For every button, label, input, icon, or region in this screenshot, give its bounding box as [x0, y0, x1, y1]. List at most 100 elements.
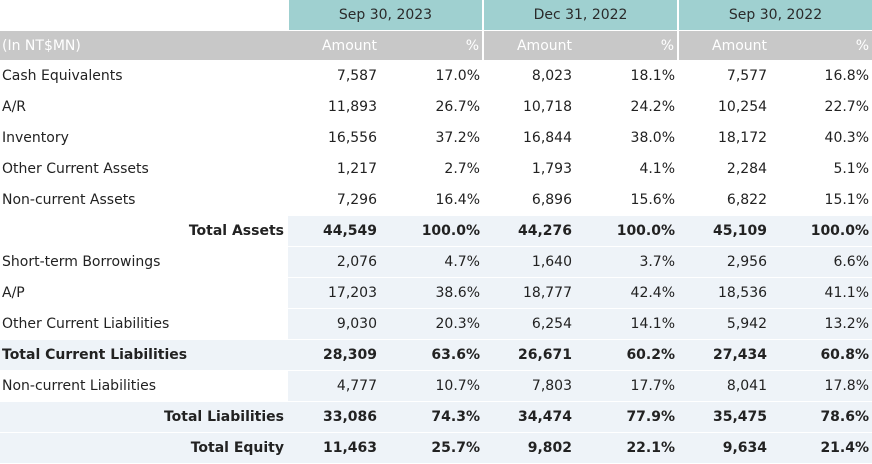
row-label: Inventory [0, 122, 288, 154]
amount-cell: 1,640 [483, 246, 575, 278]
table-row: Other Current Assets 1,217 2.7% 1,793 4.1% 2,… [0, 153, 872, 185]
percent-cell: 3.7% [575, 246, 679, 278]
percent-cell: 100.0% [575, 215, 679, 247]
table-row: A/R 11,893 26.7% 10,718 24.2% 10,254 22.7% [0, 91, 872, 123]
amount-cell: 6,254 [483, 308, 575, 340]
table-row: A/P 17,203 38.6% 18,777 42.4% 18,536 41.1% [0, 277, 872, 309]
row-label: Non-current Liabilities [0, 370, 288, 402]
percent-cell: 21.4% [770, 432, 872, 464]
percent-cell: 60.8% [770, 339, 872, 371]
percent-cell: 16.4% [380, 184, 483, 216]
percent-cell: 40.3% [770, 122, 872, 154]
percent-cell: 15.6% [575, 184, 679, 216]
row-label: Total Equity [0, 432, 288, 464]
percent-cell: 4.7% [380, 246, 483, 278]
percent-cell: 74.3% [380, 401, 483, 433]
percent-cell: 10.7% [380, 370, 483, 402]
pct-header: % [770, 30, 872, 61]
header-blank-cell [0, 0, 288, 31]
percent-cell: 22.1% [575, 432, 679, 464]
table-row: Inventory 16,556 37.2% 16,844 38.0% 18,172 40.… [0, 122, 872, 154]
amount-cell: 7,296 [288, 184, 380, 216]
amount-cell: 7,587 [288, 60, 380, 92]
percent-cell: 17.0% [380, 60, 483, 92]
table-row: Other Current Liabilities 9,030 20.3% 6,254… [0, 308, 872, 340]
percent-cell: 42.4% [575, 277, 679, 309]
percent-cell: 4.1% [575, 153, 679, 185]
row-label: Other Current Liabilities [0, 308, 288, 340]
row-label: Other Current Assets [0, 153, 288, 185]
percent-cell: 37.2% [380, 122, 483, 154]
amount-cell: 27,434 [678, 339, 771, 371]
table-row: Non-current Assets 7,296 16.4% 6,896 15.6% 6,… [0, 184, 872, 216]
period-header: Dec 31, 2022 [481, 0, 679, 31]
table-row: Non-current Liabilities 4,777 10.7% 7,803 17… [0, 370, 872, 402]
amount-cell: 11,463 [288, 432, 380, 464]
amount-cell: 18,172 [678, 122, 771, 154]
amount-cell: 2,284 [678, 153, 771, 185]
percent-cell: 2.7% [380, 153, 483, 185]
period-header-row: Sep 30, 2023 Dec 31, 2022 Sep 30, 2022 [0, 0, 872, 31]
table-row: Total Current Liabilities 28,309 63.6% 26,6… [0, 339, 872, 371]
amount-cell: 9,030 [288, 308, 380, 340]
amount-cell: 2,076 [288, 246, 380, 278]
percent-cell: 24.2% [575, 91, 679, 123]
percent-cell: 60.2% [575, 339, 679, 371]
amount-cell: 16,844 [483, 122, 575, 154]
amount-cell: 4,777 [288, 370, 380, 402]
percent-cell: 26.7% [380, 91, 483, 123]
row-label: Total Current Liabilities [0, 339, 288, 371]
percent-cell: 15.1% [770, 184, 872, 216]
row-label: A/P [0, 277, 288, 309]
amount-cell: 6,896 [483, 184, 575, 216]
amount-cell: 8,023 [483, 60, 575, 92]
table-row: Short-term Borrowings 2,076 4.7% 1,640 3.7% 2… [0, 246, 872, 278]
percent-cell: 22.7% [770, 91, 872, 123]
percent-cell: 77.9% [575, 401, 679, 433]
row-label: A/R [0, 91, 288, 123]
percent-cell: 20.3% [380, 308, 483, 340]
amount-cell: 34,474 [483, 401, 575, 433]
amount-cell: 9,634 [678, 432, 771, 464]
amount-cell: 10,718 [483, 91, 575, 123]
table-row: Total Liabilities 33,086 74.3% 34,474 77.9% 3… [0, 401, 872, 433]
table-row: Total Equity 11,463 25.7% 9,802 22.1% 9,634 21… [0, 432, 872, 464]
percent-cell: 5.1% [770, 153, 872, 185]
percent-cell: 38.0% [575, 122, 679, 154]
row-label: Total Assets [0, 215, 288, 247]
amount-cell: 28,309 [288, 339, 380, 371]
period-header: Sep 30, 2023 [287, 0, 483, 31]
percent-cell: 17.7% [575, 370, 679, 402]
amount-cell: 7,803 [483, 370, 575, 402]
amount-cell: 44,276 [483, 215, 575, 247]
amount-cell: 33,086 [288, 401, 380, 433]
amount-header: Amount [677, 30, 771, 61]
row-label: Short-term Borrowings [0, 246, 288, 278]
pct-header: % [575, 30, 679, 61]
amount-cell: 5,942 [678, 308, 771, 340]
amount-cell: 44,549 [288, 215, 380, 247]
amount-cell: 1,793 [483, 153, 575, 185]
percent-cell: 17.8% [770, 370, 872, 402]
pct-header: % [380, 30, 483, 61]
amount-cell: 7,577 [678, 60, 771, 92]
amount-cell: 45,109 [678, 215, 771, 247]
percent-cell: 13.2% [770, 308, 872, 340]
amount-cell: 35,475 [678, 401, 771, 433]
amount-cell: 8,041 [678, 370, 771, 402]
amount-cell: 16,556 [288, 122, 380, 154]
table-row: Cash Equivalents 7,587 17.0% 8,023 18.1% 7,57… [0, 60, 872, 92]
percent-cell: 14.1% [575, 308, 679, 340]
period-header: Sep 30, 2022 [677, 0, 872, 31]
amount-cell: 10,254 [678, 91, 771, 123]
percent-cell: 25.7% [380, 432, 483, 464]
amount-header: Amount [482, 30, 575, 61]
amount-cell: 1,217 [288, 153, 380, 185]
amount-header: Amount [288, 30, 380, 61]
percent-cell: 100.0% [770, 215, 872, 247]
amount-cell: 2,956 [678, 246, 771, 278]
amount-cell: 18,777 [483, 277, 575, 309]
amount-cell: 6,822 [678, 184, 771, 216]
percent-cell: 18.1% [575, 60, 679, 92]
